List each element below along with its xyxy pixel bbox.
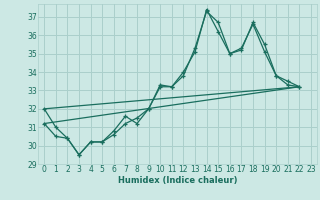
X-axis label: Humidex (Indice chaleur): Humidex (Indice chaleur) [118,176,237,185]
